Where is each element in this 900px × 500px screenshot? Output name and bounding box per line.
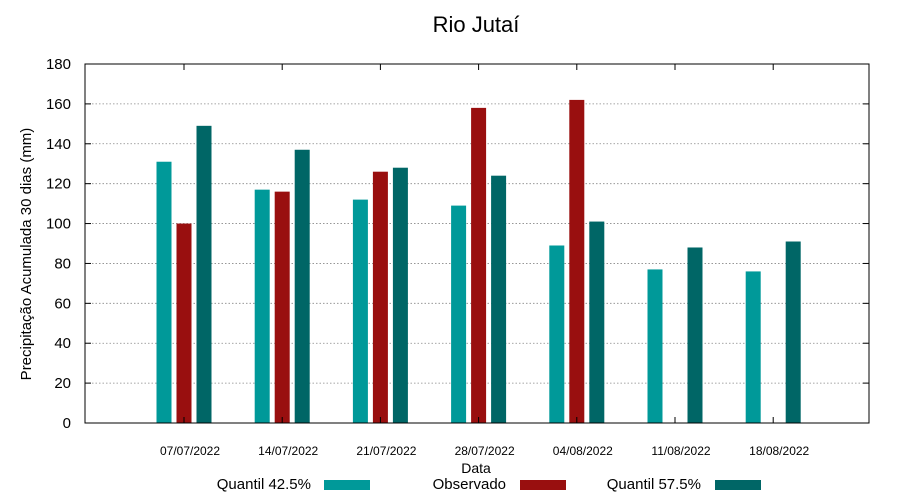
- bar-quantil-42: [156, 161, 172, 423]
- bar-quantil-42: [647, 269, 663, 423]
- y-tick-label: 140: [46, 136, 71, 153]
- bar-quantil-42: [254, 189, 270, 423]
- bar-quantil-42: [352, 199, 368, 423]
- legend-swatch: [520, 480, 566, 490]
- y-tick-label: 100: [46, 216, 71, 233]
- bar-quantil-42: [549, 245, 565, 423]
- y-tick-label: 0: [63, 415, 71, 432]
- bar-observado: [274, 191, 290, 423]
- x-tick-label: 14/07/2022: [258, 444, 318, 458]
- y-tick-label: 160: [46, 96, 71, 113]
- x-tick-label: 04/08/2022: [553, 444, 613, 458]
- bar-quantil-57: [589, 221, 605, 423]
- x-tick-label: 07/07/2022: [160, 444, 220, 458]
- x-tick-label: 28/07/2022: [455, 444, 515, 458]
- bar-quantil-57: [785, 241, 801, 423]
- x-tick-label: 18/08/2022: [749, 444, 809, 458]
- y-ticks: 0 20 40 60 80 100 120 140 160 180: [46, 56, 869, 432]
- x-tick-label: 21/07/2022: [356, 444, 416, 458]
- bar-quantil-42: [745, 271, 761, 423]
- bar-observado: [372, 171, 388, 423]
- bar-quantil-42: [451, 205, 467, 423]
- y-tick-label: 120: [46, 176, 71, 193]
- bar-observado: [569, 99, 585, 424]
- y-tick-label: 40: [54, 335, 71, 352]
- bar-quantil-57: [196, 125, 212, 424]
- x-ticks: 07/07/2022 14/07/2022 21/07/2022 28/07/2022…: [160, 64, 810, 458]
- x-tick-label: 11/08/2022: [651, 444, 710, 458]
- legend-swatch: [324, 480, 370, 490]
- y-tick-label: 20: [54, 375, 71, 392]
- legend-label: Quantil 57.5%: [607, 476, 701, 493]
- bar-quantil-57: [392, 167, 408, 423]
- bar-quantil-57: [491, 175, 507, 423]
- bar-observado: [471, 107, 487, 423]
- legend-label: Quantil 42.5%: [217, 476, 311, 493]
- bars-group: [156, 99, 801, 424]
- bar-observado: [176, 223, 192, 423]
- y-tick-label: 80: [54, 255, 71, 272]
- legend: Quantil 42.5% Observado Quantil 57.5%: [217, 476, 761, 493]
- y-tick-label: 180: [46, 56, 71, 73]
- x-axis-label: Data: [461, 460, 491, 476]
- y-axis-label: Precipitação Acumulada 30 dias (mm): [18, 128, 35, 381]
- bar-quantil-57: [294, 149, 310, 423]
- legend-label: Observado: [433, 476, 506, 493]
- y-tick-label: 60: [54, 295, 71, 312]
- legend-swatch: [715, 480, 761, 490]
- chart-title: Rio Jutaí: [433, 12, 520, 37]
- plot-frame: [84, 63, 870, 424]
- bar-quantil-57: [687, 247, 703, 423]
